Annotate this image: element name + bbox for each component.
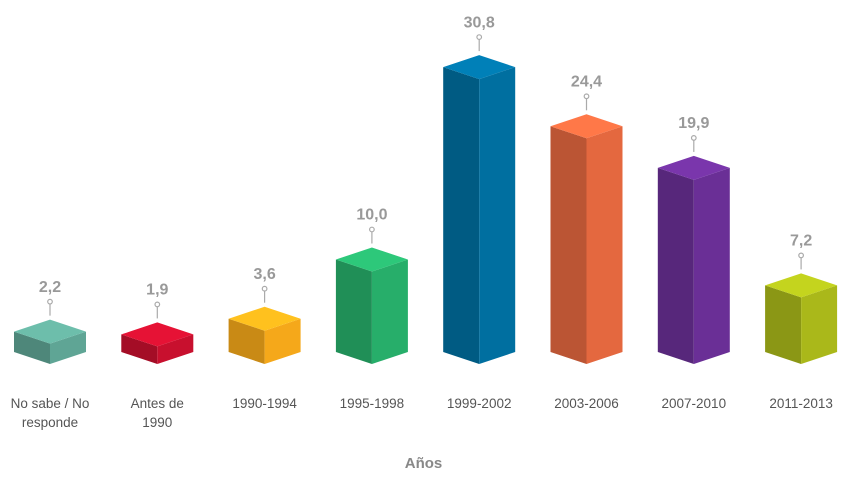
bar-top-face — [765, 273, 838, 298]
value-label: 10,0 — [356, 207, 387, 224]
pin-head — [47, 298, 53, 305]
x-tick-label: 1999-2002 — [446, 396, 512, 411]
bar — [657, 155, 730, 364]
value-label: 1,9 — [146, 282, 168, 299]
bar-right-face — [801, 285, 838, 364]
value-label: 19,9 — [678, 115, 709, 132]
pin-head — [798, 252, 804, 259]
x-tick-label: 1990-1994 — [232, 396, 297, 411]
x-axis-label: Años — [404, 455, 443, 472]
x-tick-label: 2011-2013 — [769, 396, 833, 411]
bar-top-face — [121, 322, 194, 347]
pin-head — [369, 226, 375, 233]
bar-top-face — [657, 155, 730, 180]
bar-left-face — [228, 318, 265, 364]
bar-left-face — [14, 331, 50, 364]
value-label: 2,2 — [39, 279, 61, 296]
bar — [550, 114, 623, 364]
bar-right-face — [264, 318, 301, 364]
pin-head — [261, 285, 268, 292]
value-label: 7,2 — [790, 233, 812, 250]
x-tick-label: Antes de 1990 — [130, 396, 184, 430]
bar — [765, 273, 838, 364]
bar-left-face — [657, 167, 694, 364]
bar-left-face — [121, 334, 158, 364]
bar-top-face — [443, 55, 516, 80]
value-label: 24,4 — [571, 74, 602, 91]
bar — [228, 306, 301, 364]
bar-top-face — [228, 306, 301, 331]
x-tick-label: No sabe / No responde — [10, 396, 90, 430]
bar-right-face — [479, 67, 516, 364]
x-tick-label: 2007-2010 — [661, 396, 727, 411]
pin-head — [476, 34, 483, 40]
bar-left-face — [335, 259, 372, 364]
x-tick-label: 1995-1998 — [339, 396, 405, 411]
bar-top-face — [335, 247, 408, 272]
bar-right-face — [586, 126, 623, 364]
value-label: 3,6 — [253, 266, 275, 283]
bar — [335, 247, 408, 364]
bar — [121, 322, 194, 364]
bar-right-face — [50, 331, 86, 364]
bar-right-face — [693, 167, 730, 364]
bar-left-face — [550, 126, 587, 364]
bar-top-face — [550, 114, 623, 139]
bar — [443, 55, 516, 364]
pin-head — [154, 301, 161, 308]
bar-left-face — [443, 67, 480, 364]
pin-head — [690, 135, 697, 141]
bar — [14, 319, 86, 364]
bar-left-face — [765, 285, 802, 364]
bar-top-face — [14, 319, 86, 344]
bar-right-face — [371, 259, 408, 364]
pin-head — [583, 93, 590, 100]
x-tick-label: 2003-2006 — [554, 396, 619, 411]
bar-right-face — [157, 334, 194, 364]
value-label: 30,8 — [464, 14, 495, 31]
